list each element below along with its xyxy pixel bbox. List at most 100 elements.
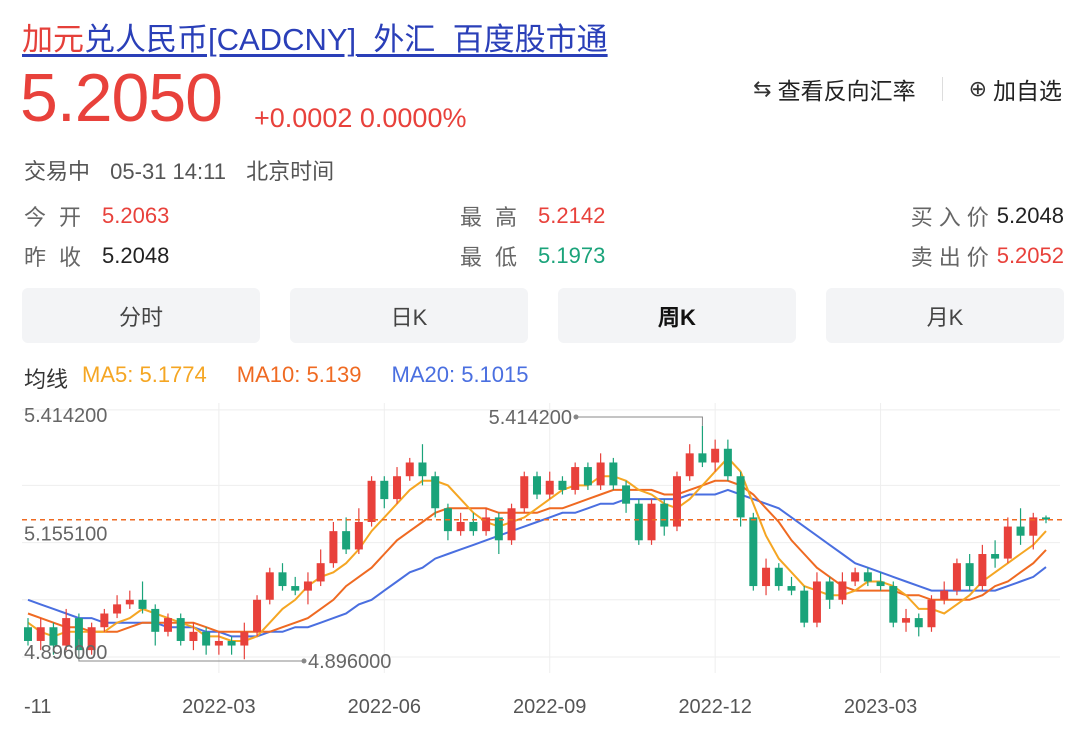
candle-body [914,618,923,628]
candle-body [927,599,936,628]
moving-average-legend: 均线 MA5: 5.1774 MA10: 5.139 MA20: 5.1015 [24,362,559,394]
candle-body [176,618,185,641]
ma5-legend: MA5: 5.1774 [82,362,207,387]
candle-body [329,531,338,564]
trading-status: 交易中 05-31 14:11 北京时间 [24,154,348,186]
change-value: +0.0002 [254,103,353,133]
candle-body [851,572,860,582]
candle-body [189,631,198,641]
ma20-line [27,488,1047,638]
stat-bid: 买入价 5.2048 [911,200,1064,232]
x-tick-label: 2022-09 [513,696,586,718]
candle-body [418,462,427,477]
candle-body [902,618,911,623]
candle-body [1042,517,1050,520]
status-time: 05-31 14:11 [110,159,226,184]
ma10-legend: MA10: 5.139 [236,362,362,387]
candle-body [342,531,351,550]
candle-body [456,521,465,532]
candle-body [978,554,987,587]
chart-grid [22,403,1060,673]
candle-body [520,476,529,509]
candle-body [316,563,325,582]
add-watchlist-button[interactable]: ⊕ 加自选 [969,72,1062,106]
x-tick-label: 2022-06 [348,696,421,718]
tab-weekly-k[interactable]: 周K [558,288,796,343]
period-tabs: 分时 日K 周K 月K [22,288,1064,343]
y-tick-label: 4.896000 [24,642,107,664]
ma-legend-label: 均线 [24,367,69,392]
stat-high: 最高 5.2142 [460,200,605,232]
candle-body [507,508,516,541]
candle-body [889,586,898,623]
candle-body [24,627,32,641]
max-leader-dot [573,414,579,420]
chart-axes: 5.414200 5.155100 4.896000 -11 2022-03 2022-0… [24,405,917,718]
candle-body [494,517,503,541]
stat-prev-label: 昨收 [24,245,95,270]
candle-body [685,453,694,477]
current-price: 5.2050 [20,60,223,136]
candle-body [749,517,758,587]
candle-body [965,563,974,587]
candle-body [482,517,491,532]
candle-body [214,640,223,646]
candle-body [762,567,771,587]
action-divider [941,77,943,101]
candle-body [545,480,554,495]
stat-open: 今开 5.2063 [24,200,169,232]
swap-arrows-icon: ⇆ [753,76,772,101]
candle-body [660,503,669,527]
tab-daily-k[interactable]: 日K [290,288,528,343]
tab-monthly-k[interactable]: 月K [826,288,1064,343]
chart-overlay: 5.414200 4.896000 [22,407,1066,673]
reverse-rate-button[interactable]: ⇆ 查看反向汇率 [753,72,915,106]
candle-body [711,448,720,463]
candle-body [87,627,96,651]
reverse-rate-label: 查看反向汇率 [777,78,916,104]
candle-body [469,521,478,532]
weekly-k-chart[interactable]: 5.414200 4.896000 5.414200 5.155100 4.89600… [0,395,1080,725]
candles [24,425,1050,660]
candle-body [787,586,796,591]
change-percent: 0.0000% [359,103,467,133]
candle-body [812,581,821,623]
page-title[interactable]: 加元兑人民币[CADCNY]_外汇_百度股市通 [22,14,608,59]
stat-low-value: 5.1973 [538,243,606,268]
candle-body [774,567,783,587]
header-actions: ⇆ 查看反向汇率 ⊕ 加自选 [753,72,1062,106]
candle-body [1016,526,1025,536]
candle-body [405,462,414,477]
stat-ask-value: 5.2052 [996,243,1064,268]
quote-stats: 今开 5.2063 昨收 5.2048 最高 5.2142 最低 5.1973 … [24,200,1064,276]
max-leader-line [576,416,703,426]
candle-body [634,503,643,541]
candle-body [36,627,45,641]
candle-body [991,554,1000,559]
candle-body [431,476,440,509]
candle-body [583,467,592,486]
candle-body [723,448,732,477]
tab-intraday[interactable]: 分时 [22,288,260,343]
candle-body [672,476,681,527]
title-highlight[interactable]: 加元 [22,22,84,57]
stat-bid-value: 5.2048 [996,203,1064,228]
plus-circle-icon: ⊕ [968,76,987,101]
candle-body [265,572,274,600]
candle-body [596,462,605,486]
candle-body [240,631,249,646]
title-rest[interactable]: 兑人民币[CADCNY]_外汇_百度股市通 [84,22,608,57]
candle-body [876,581,885,587]
candle-body [113,604,122,614]
stat-low: 最低 5.1973 [460,240,605,272]
candle-body [1003,526,1012,559]
candle-body [952,563,961,591]
status-zone: 北京时间 [246,159,335,184]
ma-lines [27,456,1047,642]
stat-bid-label: 买入价 [910,205,995,230]
x-tick-label: 2023-03 [844,696,917,718]
y-tick-label: 5.414200 [24,405,107,427]
candle-body [354,521,363,550]
y-tick-label: 5.155100 [24,524,107,546]
candle-body [202,631,211,646]
